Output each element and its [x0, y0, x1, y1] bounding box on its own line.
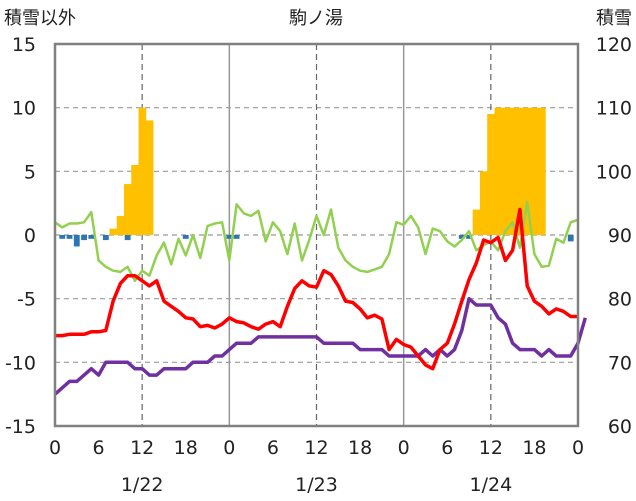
y-right-tick-label: 120: [596, 34, 632, 56]
x-tick-label: 12: [479, 437, 503, 459]
x-tick-label: 6: [93, 437, 105, 459]
series-line-temp-purple: [53, 296, 587, 396]
x-tick-label: 0: [572, 437, 584, 459]
plot-frame: [53, 42, 580, 428]
precip-bar: [567, 235, 574, 242]
snow-depth-bar: [487, 114, 495, 235]
y-left-tick-label: -15: [5, 416, 36, 438]
y-left-tick-label: 5: [24, 161, 36, 183]
snow-depth-bar: [116, 215, 125, 235]
y-right-tick-label: 60: [608, 416, 632, 438]
snow-depth-bar: [516, 107, 524, 235]
snow-depth-bar: [508, 107, 517, 235]
precip-bar: [182, 235, 189, 239]
precip-bar: [226, 235, 233, 239]
precip-bar: [59, 235, 66, 239]
precip-bar: [102, 235, 109, 241]
snow-depth-bar: [523, 107, 532, 235]
day-label: 1/24: [469, 474, 512, 496]
y-left-tick-label: -10: [5, 352, 36, 374]
x-axis-ticks: 0 6 12 18 0 6 12 18 0 6 12 18 0: [49, 437, 584, 459]
precip-bar: [466, 235, 472, 239]
y-left-tick-label: 0: [24, 225, 36, 247]
x-tick-label: 0: [49, 437, 61, 459]
x-tick-label: 18: [174, 437, 198, 459]
snow-depth-bar: [472, 209, 481, 235]
x-tick-label: 0: [398, 437, 410, 459]
snow-depth-bar: [131, 164, 139, 235]
chart-title: 駒ノ湯: [289, 8, 343, 29]
bar-layer: [59, 107, 574, 247]
right-axis-label: 積雪: [596, 8, 632, 29]
line-layer: [53, 200, 587, 396]
left-axis-label: 積雪以外: [4, 8, 76, 29]
snow-depth-bar: [479, 171, 488, 235]
snow-depth-bar: [530, 107, 539, 235]
x-tick-label: 12: [130, 437, 154, 459]
precip-bar: [124, 235, 131, 241]
snow-depth-bar: [145, 120, 154, 235]
x-tick-label: 6: [441, 437, 453, 459]
precip-bar: [88, 235, 95, 239]
snow-depth-bar: [138, 107, 147, 235]
snow-depth-bar: [109, 228, 118, 235]
snow-depth-bar: [538, 107, 546, 235]
y-right-tick-label: 70: [608, 352, 632, 374]
snow-depth-bar: [124, 184, 132, 235]
x-tick-label: 6: [267, 437, 279, 459]
precip-bar: [66, 235, 73, 239]
precip-bar: [73, 235, 80, 247]
right-axis-ticks: 120 110 100 90 80 70 60: [596, 34, 632, 438]
y-left-tick-label: 10: [12, 98, 36, 120]
precip-bar: [458, 235, 465, 239]
day-label: 1/22: [121, 474, 164, 496]
day-label: 1/23: [295, 474, 338, 496]
y-left-tick-label: 15: [12, 34, 36, 56]
y-right-tick-label: 80: [608, 289, 632, 311]
x-tick-label: 12: [304, 437, 328, 459]
y-right-tick-label: 90: [608, 225, 632, 247]
snow-depth-bar: [501, 107, 510, 235]
snow-depth-bar: [494, 107, 503, 235]
series-line-temp-red: [55, 207, 578, 371]
y-right-tick-label: 110: [596, 98, 632, 120]
y-left-tick-label: -5: [17, 289, 36, 311]
x-tick-label: 18: [348, 437, 372, 459]
x-tick-label: 18: [522, 437, 546, 459]
y-right-tick-label: 100: [596, 161, 632, 183]
precip-bar: [233, 235, 240, 239]
day-labels: 1/22 1/23 1/24: [121, 474, 512, 496]
x-tick-label: 0: [223, 437, 235, 459]
precip-bar: [81, 235, 87, 241]
left-axis-ticks: 15 10 5 0 -5 -10 -15: [5, 34, 36, 438]
